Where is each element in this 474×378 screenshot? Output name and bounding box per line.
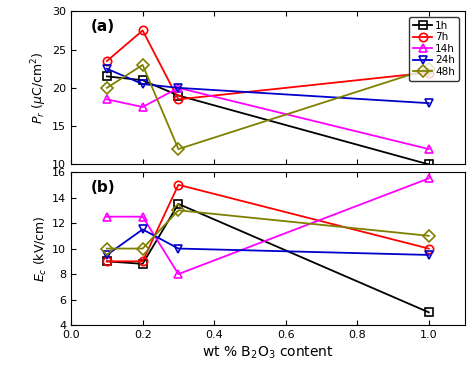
14h — [140, 105, 146, 109]
Line: 24h: 24h — [103, 65, 433, 107]
24h — [175, 85, 181, 90]
48h — [426, 67, 432, 71]
1h — [140, 78, 146, 82]
Line: 7h: 7h — [103, 26, 433, 104]
7h — [140, 28, 146, 33]
Text: (a): (a) — [91, 19, 115, 34]
48h — [104, 85, 109, 90]
14h — [104, 97, 109, 102]
Legend: 1h, 7h, 14h, 24h, 48h: 1h, 7h, 14h, 24h, 48h — [409, 17, 459, 81]
7h — [175, 97, 181, 102]
14h — [426, 147, 432, 151]
7h — [426, 70, 432, 75]
1h — [426, 162, 432, 167]
48h — [140, 63, 146, 67]
Y-axis label: $E_c$ (kV/cm): $E_c$ (kV/cm) — [33, 215, 49, 282]
Line: 14h: 14h — [103, 84, 433, 153]
24h — [104, 67, 109, 71]
14h — [175, 85, 181, 90]
48h — [175, 147, 181, 151]
1h — [104, 74, 109, 79]
Y-axis label: $P_r$ ($\mu$C/cm$^2$): $P_r$ ($\mu$C/cm$^2$) — [30, 52, 49, 124]
1h — [175, 93, 181, 98]
Line: 48h: 48h — [103, 61, 433, 153]
24h — [140, 82, 146, 86]
X-axis label: wt % B$_2$O$_3$ content: wt % B$_2$O$_3$ content — [202, 344, 334, 361]
7h — [104, 59, 109, 64]
Text: (b): (b) — [91, 180, 115, 195]
24h — [426, 101, 432, 105]
Line: 1h: 1h — [103, 72, 433, 169]
